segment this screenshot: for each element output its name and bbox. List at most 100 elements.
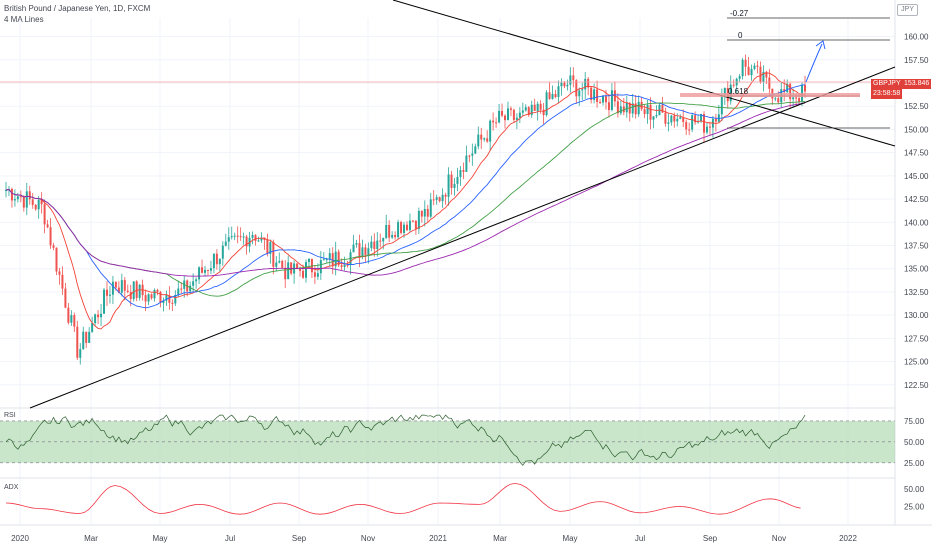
candle-body <box>691 115 694 130</box>
candle-body <box>676 118 679 122</box>
candle-body <box>91 323 94 332</box>
candle-body <box>798 98 801 102</box>
candle-body <box>195 279 198 282</box>
candle-body <box>233 235 236 237</box>
candle-body <box>682 117 685 122</box>
candle-body <box>714 118 717 122</box>
candle-body <box>679 117 682 119</box>
currency-selector[interactable]: JPY <box>897 4 918 16</box>
candle-body <box>804 84 806 92</box>
candle-body <box>373 241 376 250</box>
rsi-tick-label: 75.00 <box>904 417 925 426</box>
drawings: -0.27 0 0.618 <box>0 0 896 409</box>
candle-body <box>506 108 509 121</box>
candle-body <box>405 224 408 231</box>
candle-body <box>732 84 735 86</box>
candle-body <box>486 138 489 142</box>
candle-body <box>536 103 539 111</box>
candle-body <box>616 101 619 114</box>
candle-body <box>768 77 771 89</box>
candle-body <box>542 109 545 116</box>
candle-body <box>103 289 106 314</box>
candle-body <box>343 264 346 267</box>
candle-body <box>492 120 495 123</box>
candle-body <box>313 272 316 277</box>
price-tick-label: 145.00 <box>904 172 929 181</box>
time-tick-label: May <box>152 534 167 543</box>
candle-body <box>25 191 28 208</box>
candle-body <box>236 235 239 237</box>
candle-body <box>201 267 204 273</box>
rsi-line <box>5 414 806 466</box>
fib-label-neg027: -0.27 <box>730 9 749 18</box>
candle-body <box>97 314 100 318</box>
candle-body <box>156 289 159 292</box>
price-tick-label: 147.50 <box>904 149 929 158</box>
candle-body <box>67 307 70 323</box>
time-tick-label: Nov <box>361 534 375 543</box>
candle-body <box>108 294 111 296</box>
candle-body <box>498 110 501 123</box>
candle-body <box>649 104 652 120</box>
candle-body <box>432 199 435 201</box>
adx-label: ADX <box>4 484 19 491</box>
candle-body <box>248 237 251 247</box>
candle-body <box>539 103 542 110</box>
candle-body <box>361 247 364 258</box>
candle-body <box>572 75 575 81</box>
candle-body <box>319 260 322 274</box>
price-axis: 160.00157.50155.00152.50150.00147.50145.… <box>904 33 929 390</box>
ma-blue-line <box>5 84 806 309</box>
candle-body <box>70 315 73 323</box>
candle-body <box>456 176 459 184</box>
candle-body <box>795 97 798 99</box>
candle-body <box>28 191 31 200</box>
candle-body <box>281 261 284 268</box>
candle-body <box>462 170 465 172</box>
arrow-head-icon <box>815 40 826 50</box>
candle-body <box>688 129 691 131</box>
price-tick-label: 157.50 <box>904 56 929 65</box>
candle-body <box>150 294 153 299</box>
candle-body <box>272 242 275 267</box>
candle-body <box>708 126 711 128</box>
candle-body <box>759 66 762 82</box>
candle-body <box>10 188 13 201</box>
candle-body <box>593 89 596 100</box>
candle-body <box>578 90 581 97</box>
candle-body <box>646 104 649 115</box>
time-tick-label: Jul <box>635 534 645 543</box>
candle-body <box>284 267 287 280</box>
candle-body <box>664 112 667 124</box>
candle-body <box>34 204 37 210</box>
price-tick-label: 142.50 <box>904 195 929 204</box>
candle-body <box>120 280 123 293</box>
candle-body <box>792 97 795 100</box>
candle-body <box>474 146 477 154</box>
candle-body <box>554 93 557 98</box>
adx-line <box>5 482 801 515</box>
candle-body <box>388 224 391 238</box>
candle-body <box>417 210 420 229</box>
candle-body <box>560 82 563 87</box>
candle-body <box>426 208 429 217</box>
candle-body <box>43 204 46 225</box>
candles <box>5 54 806 365</box>
candle-body <box>296 263 299 269</box>
candle-body <box>468 155 471 157</box>
candle-body <box>581 89 584 91</box>
candle-body <box>114 281 117 288</box>
candle-body <box>518 112 521 118</box>
chart-title: British Pound / Japanese Yen, 1D, FXCM <box>4 4 151 13</box>
candle-body <box>575 80 578 97</box>
candle-body <box>88 331 91 343</box>
candle-body <box>599 101 602 103</box>
candle-body <box>129 291 132 300</box>
candle-body <box>527 107 530 116</box>
candle-body <box>209 268 212 271</box>
candle-body <box>584 78 587 90</box>
candle-body <box>414 220 417 229</box>
candle-body <box>215 253 218 265</box>
candle-body <box>64 288 67 308</box>
